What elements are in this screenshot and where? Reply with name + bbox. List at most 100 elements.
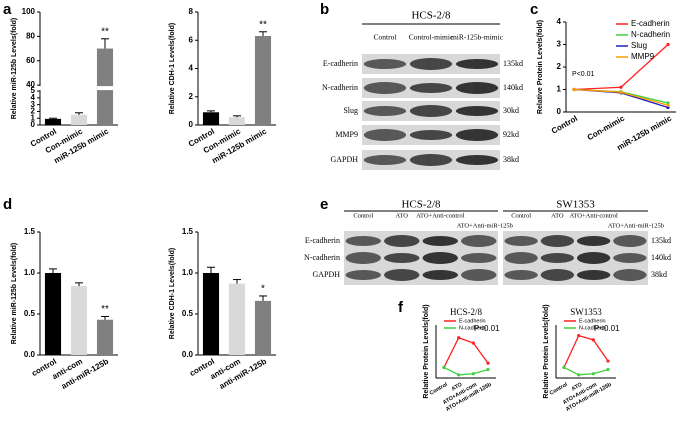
blot-band bbox=[576, 270, 611, 280]
x-tick-label: ATO bbox=[571, 381, 584, 392]
panel-label: d bbox=[3, 196, 12, 213]
y-tick-label: 3 bbox=[557, 40, 562, 49]
blot-row: GAPDH bbox=[312, 270, 340, 279]
blot-panel: HCS-2/8 Control ATO ATO+Anti-control ATO+Ant… bbox=[304, 199, 671, 285]
blot-size: 135kd bbox=[651, 236, 671, 245]
blot-band bbox=[345, 270, 381, 280]
y-tick-label: 0.0 bbox=[24, 350, 36, 359]
blot-strip bbox=[503, 248, 648, 268]
blot-band bbox=[455, 82, 499, 94]
point bbox=[666, 42, 670, 47]
blot-band bbox=[363, 82, 407, 94]
blot-band bbox=[384, 235, 420, 247]
y-axis-label: Relative Protein Levels(fold) bbox=[537, 20, 544, 114]
blot-band bbox=[363, 106, 407, 116]
y-tick-label: 2 bbox=[557, 62, 562, 71]
y-tick-label: 1.5 bbox=[182, 227, 194, 236]
blot-band bbox=[455, 155, 499, 165]
axis-break bbox=[96, 86, 114, 91]
blot-band bbox=[422, 270, 458, 280]
legend-label: N-cadherin bbox=[579, 325, 606, 331]
blot-band bbox=[345, 252, 381, 264]
blot-column: Control bbox=[511, 212, 531, 219]
blot-size: 38kd bbox=[503, 155, 519, 164]
blot-column: ATO+Anti-control bbox=[569, 212, 618, 219]
y-axis-label: Relative miR-125b Levels(fold) bbox=[11, 243, 18, 345]
series-line bbox=[443, 336, 489, 368]
y-tick-label: 4 bbox=[31, 93, 36, 102]
blot-row: N-cadherin bbox=[304, 253, 340, 262]
blot-row: N-cadherin bbox=[322, 83, 358, 92]
blot-band bbox=[540, 269, 575, 281]
blot-band bbox=[613, 269, 647, 281]
blot-band bbox=[461, 269, 497, 281]
blot-row: E-cadherin bbox=[305, 236, 340, 245]
blot-size: 140kd bbox=[651, 253, 671, 262]
y-tick-label: 4 bbox=[189, 64, 194, 73]
blot-size: 30kd bbox=[503, 106, 519, 115]
panel-label: a bbox=[3, 1, 12, 18]
blot-column: ATO bbox=[395, 212, 408, 219]
blot-row: E-cadherin bbox=[323, 59, 358, 68]
blot-row: GAPDH bbox=[330, 155, 358, 164]
blot-band bbox=[409, 154, 453, 166]
point bbox=[606, 359, 610, 363]
blot-band bbox=[409, 105, 453, 117]
blot-band bbox=[409, 58, 453, 70]
y-axis-label: Relative Protein Levels(fold) bbox=[423, 304, 430, 398]
blot-band bbox=[540, 253, 575, 263]
panel-label: e bbox=[320, 196, 328, 213]
blot-band bbox=[576, 236, 611, 246]
x-tick-label: Con-mimic bbox=[586, 113, 627, 142]
blot-band bbox=[422, 252, 458, 264]
point bbox=[562, 365, 566, 369]
legend-label: E-cadherin bbox=[579, 318, 606, 324]
y-tick-label: 1 bbox=[557, 85, 562, 94]
y-axis-label: Relative Protein Levels(fold) bbox=[543, 304, 550, 398]
significance: ** bbox=[259, 19, 267, 30]
blot-band bbox=[461, 235, 497, 247]
bar bbox=[254, 36, 272, 126]
point bbox=[457, 336, 461, 340]
y-tick-label: 4 bbox=[557, 17, 562, 26]
point bbox=[591, 372, 595, 376]
point bbox=[619, 90, 623, 94]
blot-size: 135kd bbox=[503, 59, 523, 68]
bar bbox=[96, 319, 114, 355]
y-tick-label: 1.5 bbox=[24, 227, 36, 236]
y-tick-label: 1.0 bbox=[24, 268, 36, 277]
blot-size: 140kd bbox=[503, 83, 523, 92]
panel-label: f bbox=[398, 299, 404, 316]
point bbox=[486, 367, 490, 372]
point bbox=[486, 361, 490, 365]
y-tick-label: 6 bbox=[189, 35, 194, 44]
bar bbox=[44, 273, 62, 355]
blot-band bbox=[409, 130, 453, 140]
legend-label: Slug bbox=[631, 41, 647, 50]
y-tick-label: 0 bbox=[189, 120, 194, 129]
blot-strip bbox=[503, 265, 648, 285]
point bbox=[471, 372, 475, 376]
x-tick-label: Control bbox=[550, 114, 579, 136]
bar bbox=[228, 117, 246, 125]
significance: ** bbox=[101, 304, 109, 315]
blot-panel: HCS-2/8 Control Control-mimicmiR-125b-mimi… bbox=[322, 10, 523, 170]
blot-column: ATO+Anti-control bbox=[416, 212, 465, 219]
bar bbox=[202, 273, 220, 355]
y-tick-label: 40 bbox=[26, 80, 35, 89]
series-line bbox=[443, 366, 489, 376]
series-line bbox=[563, 334, 609, 368]
point bbox=[666, 101, 670, 105]
blot-band bbox=[540, 235, 575, 247]
blot-column: Control-mimic bbox=[409, 33, 454, 42]
bar bbox=[202, 112, 220, 125]
blot-group: HCS-2/8 bbox=[411, 10, 451, 22]
legend-label: E-cadherin bbox=[459, 318, 486, 324]
blot-band bbox=[363, 59, 407, 69]
point bbox=[572, 87, 576, 92]
blot-column: Control bbox=[353, 212, 373, 219]
blot-strip bbox=[503, 231, 648, 251]
y-tick-label: 0.5 bbox=[182, 309, 194, 318]
blot-column: miR-125b-mimic bbox=[451, 33, 504, 42]
annotation: P<0.01 bbox=[594, 324, 620, 333]
